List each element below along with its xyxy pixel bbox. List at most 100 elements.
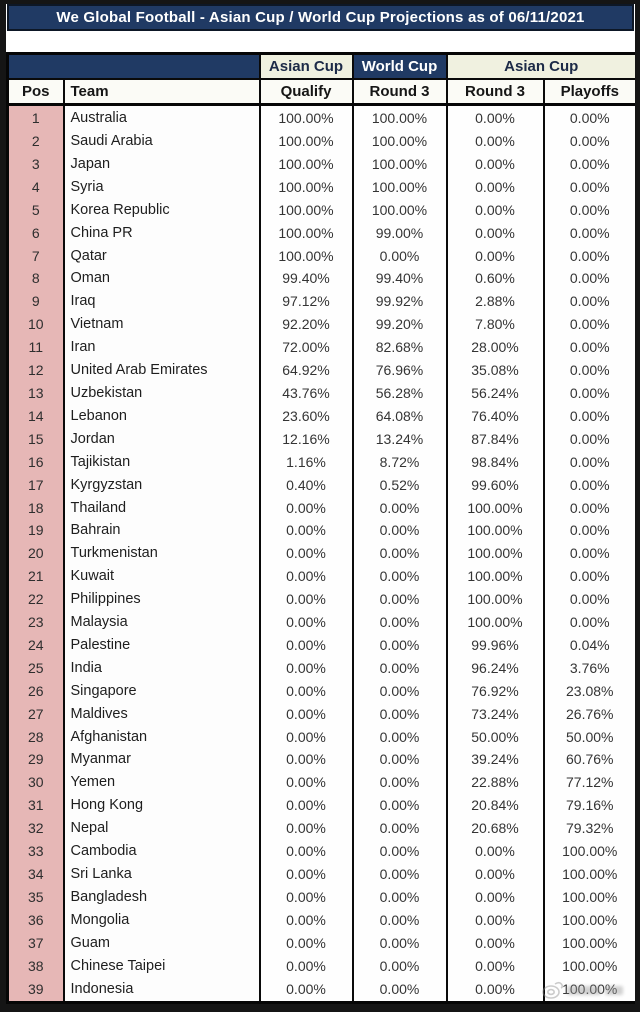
team-cell: Chinese Taipei: [62, 954, 260, 978]
team-cell: Lebanon: [62, 404, 260, 428]
ac-round3-cell: 0.00%: [445, 129, 544, 153]
playoffs-cell: 0.00%: [542, 335, 635, 359]
group-header-asian-cup: Asian Cup: [445, 53, 635, 80]
ac-round3-cell: 73.24%: [445, 702, 544, 726]
playoffs-cell: 0.00%: [542, 221, 635, 245]
ac-round3-cell: 35.08%: [445, 358, 544, 382]
pos-cell: 10: [7, 312, 64, 336]
ac-round3-cell: 0.00%: [445, 221, 544, 245]
qualify-cell: 23.60%: [258, 404, 353, 428]
ac-round3-cell: 99.60%: [445, 473, 544, 497]
ac-round3-cell: 56.24%: [445, 381, 544, 405]
team-cell: Korea Republic: [62, 198, 260, 222]
ac-round3-cell: 28.00%: [445, 335, 544, 359]
pos-cell: 34: [7, 862, 64, 886]
table-row: 37 Guam 0.00% 0.00% 0.00% 100.00%: [7, 931, 635, 955]
pos-cell: 27: [7, 702, 64, 726]
column-header-team: Team: [62, 79, 260, 106]
qualify-cell: 0.00%: [258, 748, 353, 771]
ac-round3-cell: 22.88%: [445, 770, 544, 794]
table-row: 35 Bangladesh 0.00% 0.00% 0.00% 100.00%: [7, 885, 635, 909]
playoffs-cell: 0.00%: [542, 289, 635, 313]
playoffs-cell: 0.00%: [542, 129, 635, 153]
qualify-cell: 100.00%: [258, 244, 353, 267]
qualify-cell: 0.00%: [258, 977, 353, 1003]
pos-cell: 17: [7, 473, 64, 497]
team-cell: Afghanistan: [62, 725, 260, 749]
playoffs-cell: 0.00%: [542, 518, 635, 542]
pos-cell: 16: [7, 450, 64, 474]
ac-round3-cell: 0.00%: [445, 244, 544, 267]
page: We Global Football - Asian Cup / World C…: [6, 4, 635, 1004]
team-cell: Japan: [62, 152, 260, 176]
pos-cell: 15: [7, 427, 64, 451]
ac-round3-cell: 96.24%: [445, 656, 544, 680]
qualify-cell: 100.00%: [258, 129, 353, 153]
ac-round3-cell: 100.00%: [445, 564, 544, 588]
qualify-cell: 100.00%: [258, 221, 353, 245]
pos-cell: 22: [7, 587, 64, 611]
wc-round3-cell: 100.00%: [351, 104, 447, 130]
wc-round3-cell: 56.28%: [351, 381, 447, 405]
playoffs-cell: 60.76%: [542, 748, 635, 771]
pos-cell: 20: [7, 541, 64, 565]
qualify-cell: 100.00%: [258, 198, 353, 222]
table-row: 39 Indonesia 0.00% 0.00% 0.00% 100.00%: [7, 977, 635, 1003]
team-cell: Yemen: [62, 770, 260, 794]
table-row: 22 Philippines 0.00% 0.00% 100.00% 0.00%: [7, 587, 635, 611]
team-cell: Sri Lanka: [62, 862, 260, 886]
team-cell: Indonesia: [62, 977, 260, 1003]
team-cell: Qatar: [62, 244, 260, 267]
ac-round3-cell: 0.00%: [445, 908, 544, 932]
table-row: 17 Kyrgyzstan 0.40% 0.52% 99.60% 0.00%: [7, 473, 635, 497]
qualify-cell: 0.00%: [258, 702, 353, 726]
wc-round3-cell: 0.00%: [351, 541, 447, 565]
ac-round3-cell: 20.84%: [445, 793, 544, 817]
title-table-gap: [6, 31, 635, 52]
ac-round3-cell: 0.00%: [445, 885, 544, 909]
playoffs-cell: 50.00%: [542, 725, 635, 749]
team-cell: Cambodia: [62, 839, 260, 863]
wc-round3-cell: 0.52%: [351, 473, 447, 497]
team-cell: Uzbekistan: [62, 381, 260, 405]
table-row: 16 Tajikistan 1.16% 8.72% 98.84% 0.00%: [7, 450, 635, 474]
pos-cell: 13: [7, 381, 64, 405]
table-body: 1 Australia 100.00% 100.00% 0.00% 0.00% 2 Saudi…: [7, 104, 635, 1003]
playoffs-cell: 0.00%: [542, 358, 635, 382]
team-cell: Kyrgyzstan: [62, 473, 260, 497]
team-cell: Maldives: [62, 702, 260, 726]
pos-cell: 2: [7, 129, 64, 153]
team-cell: Iraq: [62, 289, 260, 313]
pos-cell: 9: [7, 289, 64, 313]
wc-round3-cell: 0.00%: [351, 610, 447, 634]
ac-round3-cell: 0.00%: [445, 104, 544, 130]
pos-cell: 32: [7, 816, 64, 840]
ac-round3-cell: 39.24%: [445, 748, 544, 771]
qualify-cell: 0.00%: [258, 931, 353, 955]
ac-round3-cell: 50.00%: [445, 725, 544, 749]
ac-round3-cell: 76.40%: [445, 404, 544, 428]
team-cell: China PR: [62, 221, 260, 245]
team-cell: Iran: [62, 335, 260, 359]
table-row: 27 Maldives 0.00% 0.00% 73.24% 26.76%: [7, 702, 635, 726]
pos-cell: 29: [7, 748, 64, 771]
qualify-cell: 0.00%: [258, 541, 353, 565]
qualify-cell: 92.20%: [258, 312, 353, 336]
page-title: We Global Football - Asian Cup / World C…: [56, 9, 585, 26]
pos-cell: 21: [7, 564, 64, 588]
pos-cell: 5: [7, 198, 64, 222]
ac-round3-cell: 76.92%: [445, 679, 544, 703]
wc-round3-cell: 0.00%: [351, 518, 447, 542]
qualify-cell: 0.00%: [258, 496, 353, 519]
playoffs-cell: 0.00%: [542, 450, 635, 474]
qualify-cell: 0.00%: [258, 518, 353, 542]
table-row: 28 Afghanistan 0.00% 0.00% 50.00% 50.00%: [7, 725, 635, 749]
qualify-cell: 97.12%: [258, 289, 353, 313]
table-row: 12 United Arab Emirates 64.92% 76.96% 35.08%…: [7, 358, 635, 382]
team-cell: Nepal: [62, 816, 260, 840]
wc-round3-cell: 13.24%: [351, 427, 447, 451]
qualify-cell: 0.00%: [258, 885, 353, 909]
wc-round3-cell: 0.00%: [351, 908, 447, 932]
ac-round3-cell: 0.00%: [445, 862, 544, 886]
table-row: 20 Turkmenistan 0.00% 0.00% 100.00% 0.00%: [7, 541, 635, 565]
